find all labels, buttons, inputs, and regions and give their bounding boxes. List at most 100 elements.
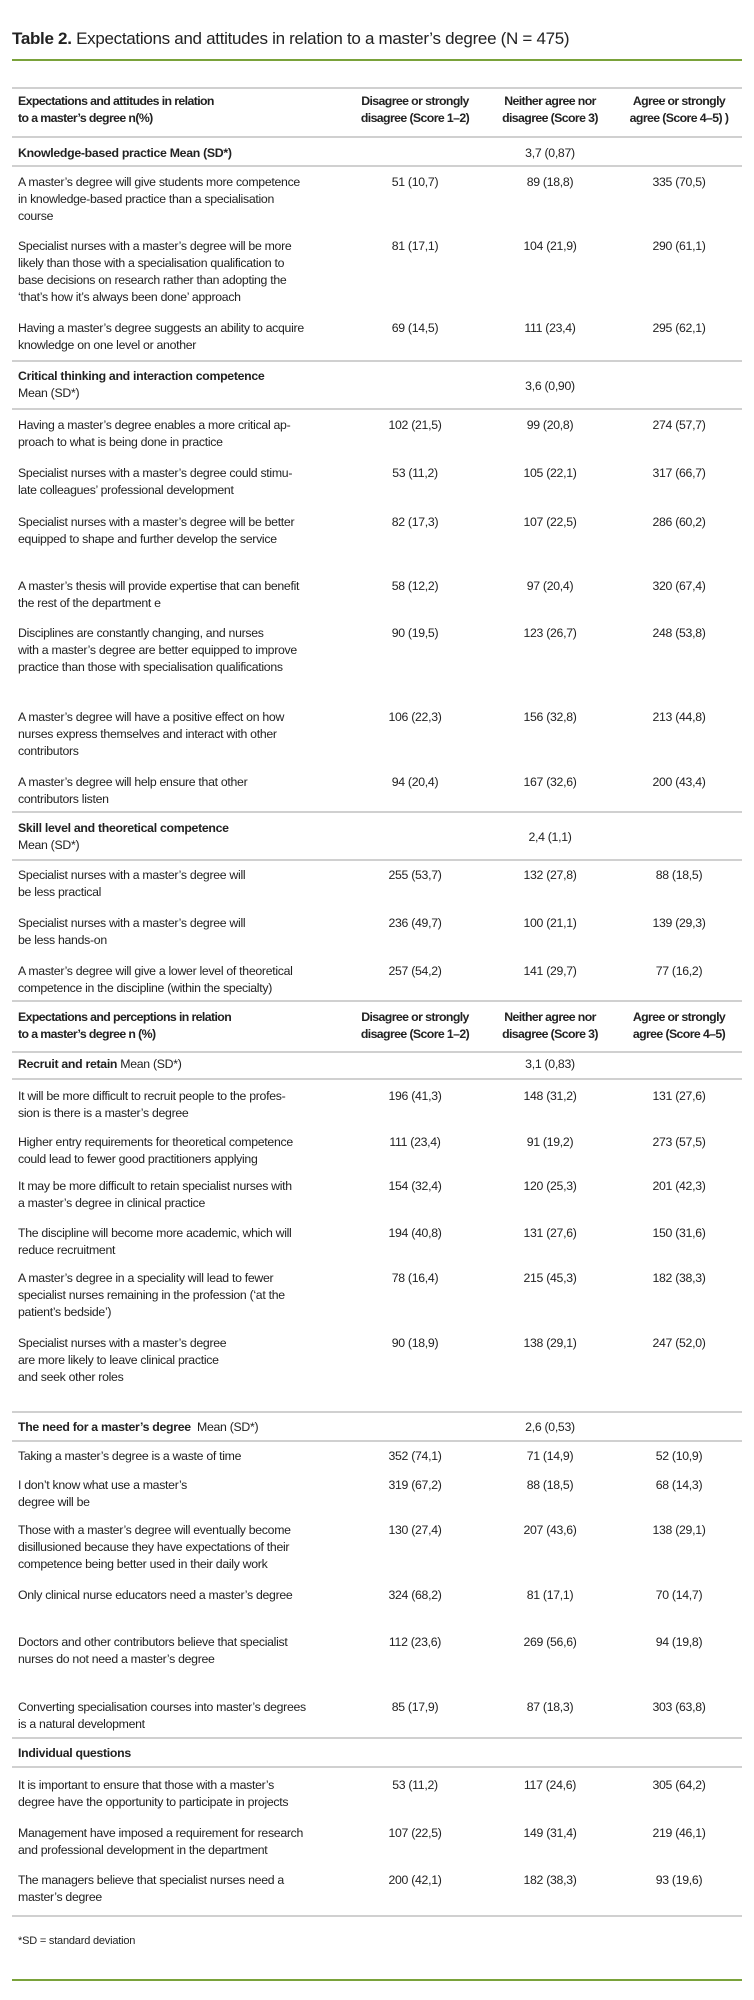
table-divider — [12, 1051, 742, 1053]
table-row-statement: A master’s degree will give a lower leve… — [18, 964, 293, 995]
column-header-disagree: Disagree or strongly disagree (Score 1–2… — [360, 94, 470, 125]
cell-neither: 100 (21,1) — [523, 916, 577, 930]
cell-disagree: 102 (21,5) — [388, 418, 442, 432]
group-mean-label: Mean (SD*) — [18, 838, 80, 852]
cell-neither: 132 (27,8) — [523, 868, 577, 882]
group-mean-label: Mean (SD*) — [117, 1057, 182, 1071]
group-title: Skill level and theoretical competence — [18, 821, 229, 835]
cell-agree: 68 (14,3) — [655, 1478, 703, 1492]
cell-agree: 77 (16,2) — [655, 964, 703, 978]
cell-disagree: 58 (12,2) — [391, 579, 439, 593]
cell-disagree: 107 (22,5) — [388, 1826, 442, 1840]
cell-agree: 200 (43,4) — [652, 775, 706, 789]
cell-neither: 97 (20,4) — [526, 579, 574, 593]
table-divider — [12, 136, 742, 138]
group-heading: Critical thinking and interaction compet… — [18, 368, 368, 402]
cell-neither: 215 (45,3) — [523, 1271, 577, 1285]
cell-agree: 150 (31,6) — [652, 1226, 706, 1240]
top-accent-rule — [12, 59, 742, 61]
cell-disagree: 255 (53,7) — [388, 868, 442, 882]
table-row-statement: Those with a master’s degree will eventu… — [18, 1523, 291, 1571]
cell-neither: 89 (18,8) — [526, 175, 574, 189]
table-divider — [12, 360, 742, 362]
cell-agree: 94 (19,8) — [655, 1635, 703, 1649]
cell-agree: 305 (64,2) — [652, 1778, 706, 1792]
table-row-statement: Doctors and other contributors believe t… — [18, 1635, 288, 1666]
group-title: Recruit and retain — [18, 1057, 118, 1071]
table-divider — [12, 165, 742, 167]
cell-disagree: 51 (10,7) — [391, 175, 439, 189]
column-header-agree: Agree or strongly agree (Score 4–5) ) — [629, 94, 729, 125]
group-heading: Skill level and theoretical competence M… — [18, 820, 368, 854]
cell-agree: 52 (10,9) — [655, 1449, 703, 1463]
cell-agree: 201 (42,3) — [652, 1179, 706, 1193]
bottom-accent-rule — [12, 1979, 742, 1981]
table-row-statement: Higher entry requirements for theoretica… — [18, 1135, 293, 1166]
cell-agree: 139 (29,3) — [652, 916, 706, 930]
cell-neither: 81 (17,1) — [526, 1588, 574, 1602]
table-row-statement: It will be more difficult to recruit peo… — [18, 1089, 286, 1120]
group-title: Individual questions — [18, 1746, 131, 1760]
cell-agree: 138 (29,1) — [652, 1523, 706, 1537]
cell-disagree: 78 (16,4) — [391, 1271, 439, 1285]
table-row-statement: It is important to ensure that those wit… — [18, 1778, 289, 1809]
cell-neither: 156 (32,8) — [523, 710, 577, 724]
cell-neither: 131 (27,6) — [523, 1226, 577, 1240]
cell-disagree: 90 (18,9) — [391, 1336, 439, 1350]
table-row-statement: Specialist nurses with a master’s degree… — [18, 466, 293, 497]
cell-disagree: 130 (27,4) — [388, 1523, 442, 1537]
table-divider — [12, 1078, 742, 1080]
cell-disagree: 85 (17,9) — [391, 1700, 439, 1714]
table-divider — [12, 859, 742, 861]
table-divider — [12, 408, 742, 410]
cell-neither: 105 (22,1) — [523, 466, 577, 480]
cell-agree: 182 (38,3) — [652, 1271, 706, 1285]
group-mean-value: 2,4 (1,1) — [528, 830, 572, 844]
table-row-statement: The managers believe that specialist nur… — [18, 1873, 284, 1904]
cell-neither: 120 (25,3) — [523, 1179, 577, 1193]
column-header-neither: Neither agree nor disagree (Score 3) — [502, 94, 598, 125]
cell-neither: 88 (18,5) — [526, 1478, 574, 1492]
table-divider — [12, 1411, 742, 1413]
table-row-statement: Specialist nurses with a master’s degree… — [18, 868, 246, 899]
group-heading: Knowledge-based practice Mean (SD*) — [18, 145, 368, 162]
column-header-disagree: Disagree or strongly disagree (Score 1–2… — [360, 1010, 470, 1041]
column-header-agree: Agree or strongly agree (Score 4–5) — [632, 1010, 726, 1041]
cell-disagree: 81 (17,1) — [391, 239, 439, 253]
table-row-statement: Disciplines are constantly changing, and… — [18, 626, 297, 674]
cell-neither: 148 (31,2) — [523, 1089, 577, 1103]
table-row-statement: A master’s thesis will provide expertise… — [18, 579, 300, 610]
table-row-statement: I don’t know what use a master’s degree … — [18, 1478, 188, 1509]
table-row-statement: The discipline will become more academic… — [18, 1226, 292, 1257]
table-row-statement: Specialist nurses with a master’s degree… — [18, 916, 246, 947]
cell-neither: 99 (20,8) — [526, 418, 574, 432]
table-row-statement: Specialist nurses with a master’s degree… — [18, 239, 292, 304]
table-row-statement: A master’s degree will give students mor… — [18, 175, 300, 223]
table-divider — [12, 811, 742, 813]
cell-agree: 93 (19,6) — [655, 1873, 703, 1887]
cell-disagree: 94 (20,4) — [391, 775, 439, 789]
table-row-statement: Specialist nurses with a master’s degree… — [18, 515, 295, 546]
cell-agree: 274 (57,7) — [652, 418, 706, 432]
table-row-statement: Converting specialisation courses into m… — [18, 1700, 306, 1731]
group-title: Knowledge-based practice Mean (SD*) — [18, 146, 232, 160]
table-row-statement: A master’s degree will help ensure that … — [18, 775, 248, 806]
cell-agree: 320 (67,4) — [652, 579, 706, 593]
group-heading: Recruit and retain Mean (SD*) — [18, 1056, 368, 1073]
table-divider — [12, 1000, 742, 1002]
group-title: Critical thinking and interaction compet… — [18, 369, 265, 383]
group-mean-value: 3,6 (0,90) — [525, 379, 575, 393]
table-title: Table 2. Expectations and attitudes in r… — [12, 28, 742, 50]
cell-disagree: 257 (54,2) — [388, 964, 442, 978]
cell-agree: 70 (14,7) — [655, 1588, 703, 1602]
cell-agree: 219 (46,1) — [652, 1826, 706, 1840]
table-row-statement: Specialist nurses with a master’s degree… — [18, 1336, 227, 1384]
cell-disagree: 196 (41,3) — [388, 1089, 442, 1103]
table-divider — [12, 1915, 742, 1917]
cell-agree: 303 (63,8) — [652, 1700, 706, 1714]
table-divider — [12, 1737, 742, 1739]
cell-disagree: 154 (32,4) — [388, 1179, 442, 1193]
table-divider — [12, 87, 742, 89]
cell-disagree: 53 (11,2) — [392, 466, 438, 480]
group-heading: Individual questions — [18, 1745, 368, 1762]
